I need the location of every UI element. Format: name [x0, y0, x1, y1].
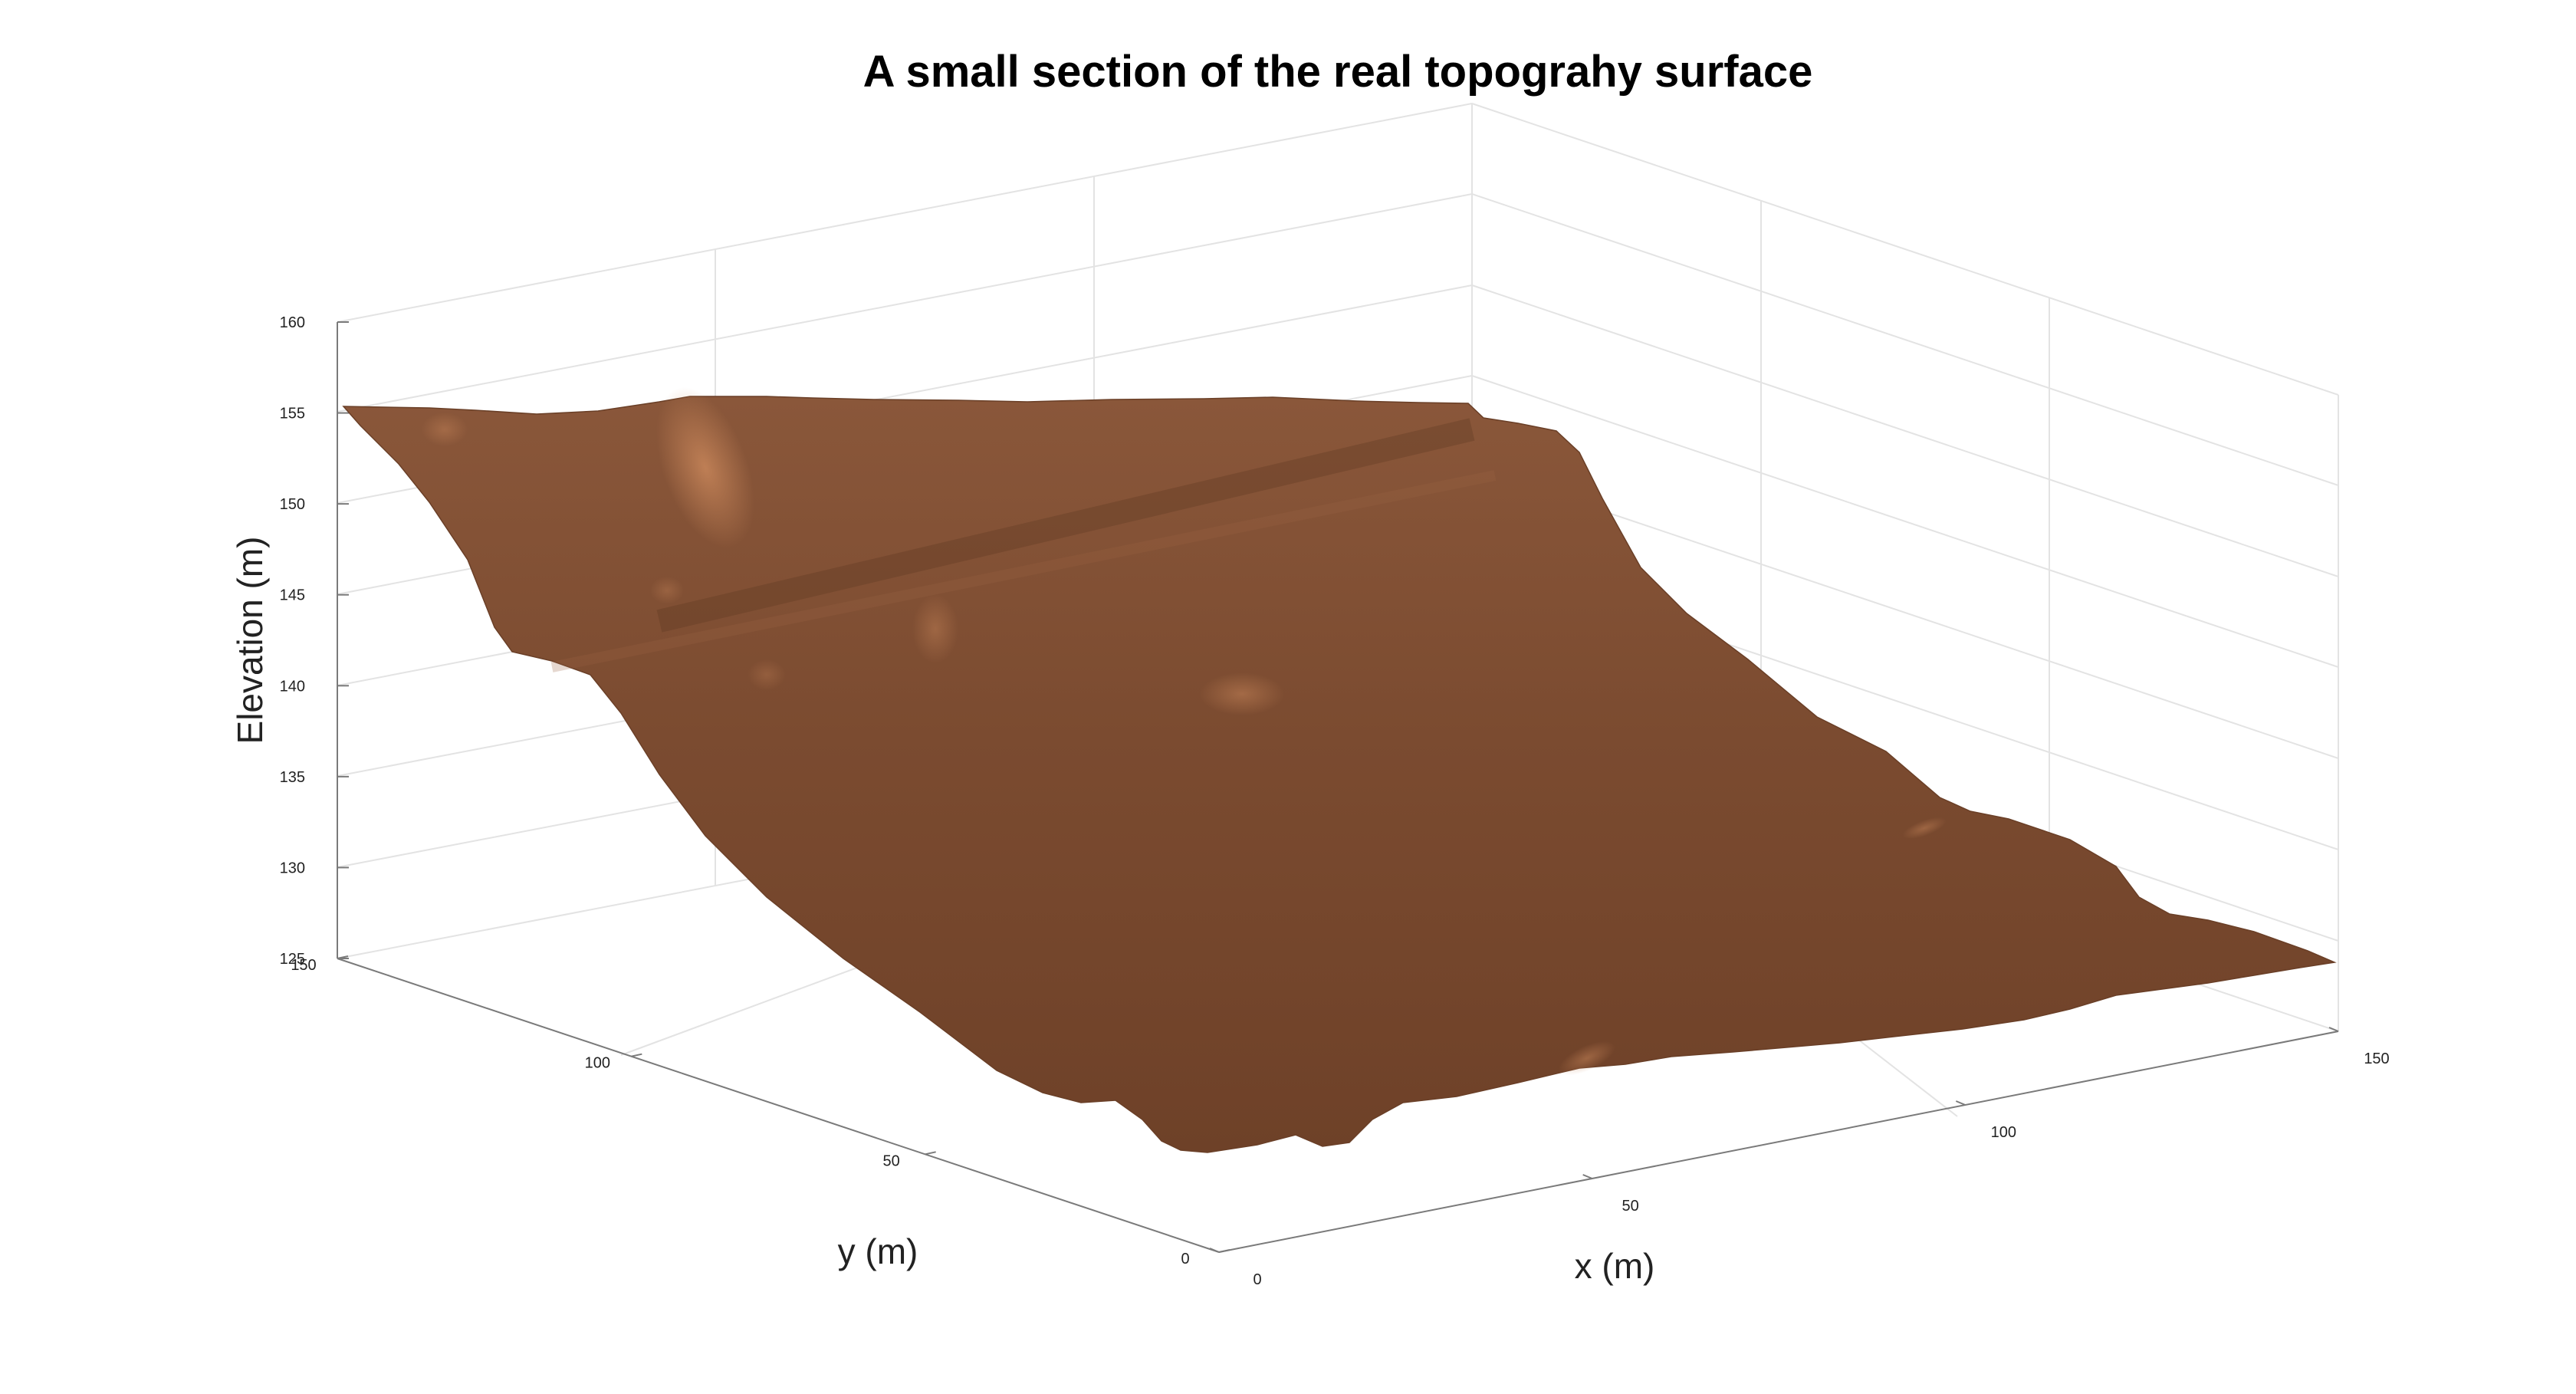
y-tick	[1218, 1249, 1230, 1253]
y-tick	[631, 1053, 642, 1057]
z-tick-label: 155	[280, 406, 305, 422]
axes	[337, 321, 2339, 1253]
z-tick-label: 135	[280, 769, 305, 786]
y-tick-label: 150	[291, 957, 316, 974]
topography-surface	[342, 386, 2337, 1153]
y-tick-label: 0	[1181, 1251, 1189, 1267]
x-tick-label: 150	[2364, 1050, 2389, 1067]
z-tick-labels: 125 130 135 140 145 150 155 160	[280, 314, 305, 968]
x-tick-label: 100	[1991, 1124, 2016, 1141]
y-tick	[337, 955, 349, 959]
x-tick-label: 50	[1622, 1198, 1639, 1215]
x-tick	[1209, 1248, 1220, 1253]
y-tick-labels: 0 50 100 150	[291, 957, 1189, 1267]
y-tick-label: 50	[883, 1152, 900, 1169]
x-tick-label: 0	[1253, 1271, 1261, 1288]
z-tick-label: 150	[280, 496, 305, 513]
z-tick-label: 160	[280, 314, 305, 331]
y-axis-label: y (m)	[838, 1231, 918, 1271]
z-tick-label: 140	[280, 678, 305, 695]
y-tick	[925, 1151, 936, 1156]
chart-title: A small section of the real topograhy su…	[863, 47, 1813, 97]
x-tick-labels: 0 50 100 150	[1253, 1050, 2389, 1288]
y-tick-label: 100	[585, 1055, 610, 1072]
x-tick	[1582, 1174, 1593, 1179]
z-tick-label: 145	[280, 587, 305, 604]
z-tick-label: 130	[280, 860, 305, 876]
x-tick	[1955, 1100, 1966, 1106]
x-tick	[2328, 1027, 2339, 1032]
z-axis-label: Elevation (m)	[230, 537, 270, 745]
x-axis-label: x (m)	[1575, 1246, 1655, 1286]
z-tick-label: 125	[280, 951, 305, 968]
